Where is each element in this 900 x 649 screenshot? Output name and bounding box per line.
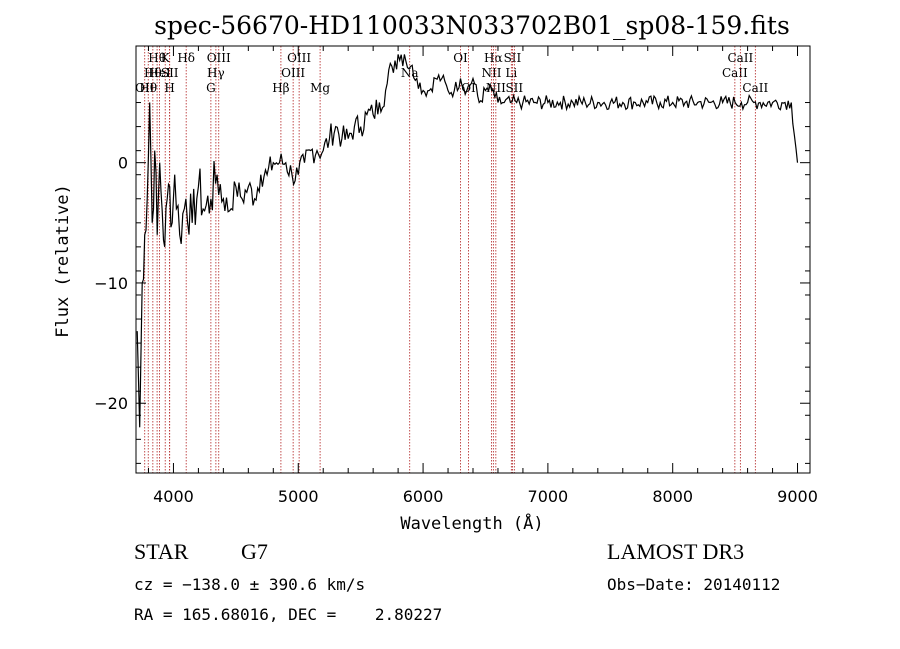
marker-label: Hδ xyxy=(177,51,195,65)
marker-label: SII xyxy=(505,81,523,95)
marker-label: NII xyxy=(481,66,501,80)
survey-name: LAMOST DR3 xyxy=(607,539,744,565)
y-axis-label: Flux (relative) xyxy=(53,184,73,338)
marker-label: OIII xyxy=(207,51,231,65)
marker-label: OIII xyxy=(281,66,305,80)
plot-frame xyxy=(136,46,810,473)
redshift-cz: cz = −138.0 ± 390.6 km/s xyxy=(134,575,365,594)
marker-label: Hα xyxy=(484,51,503,65)
x-tick-label: 9000 xyxy=(777,487,818,506)
marker-label: CaII xyxy=(742,81,768,95)
emission-line-markers: OIIHθHθHθHeIKHSIIHδGHγOIIIHβOIIIOIIIMgNa… xyxy=(135,46,768,473)
x-tick-label: 7000 xyxy=(528,487,569,506)
coordinates: RA = 165.68016, DEC = 2.80227 xyxy=(134,605,442,624)
x-axis-ticks: 4000 5000 6000 7000 8000 9000 xyxy=(148,46,817,506)
y-tick-label: −10 xyxy=(94,274,128,293)
marker-label: CaII xyxy=(727,51,753,65)
observation-date: Obs−Date: 20140112 xyxy=(607,575,780,594)
y-axis-ticks: 0 −10 −20 xyxy=(94,103,810,464)
marker-label: Hγ xyxy=(207,66,225,80)
x-tick-label: 5000 xyxy=(278,487,319,506)
marker-label: G xyxy=(206,81,216,95)
marker-label: OIII xyxy=(287,51,311,65)
y-tick-label: −20 xyxy=(94,394,128,413)
marker-label: Mg xyxy=(310,81,330,95)
x-tick-label: 8000 xyxy=(652,487,693,506)
marker-label: Li xyxy=(505,66,517,80)
marker-label: Hβ xyxy=(272,81,289,95)
spectral-subclass: G7 xyxy=(241,539,268,565)
object-type: STAR xyxy=(134,539,188,565)
marker-label: CaII xyxy=(722,66,748,80)
x-tick-label: 6000 xyxy=(403,487,444,506)
y-tick-label: 0 xyxy=(118,154,128,173)
marker-label: Hθ xyxy=(139,81,157,95)
x-axis-label: Wavelength (Å) xyxy=(400,512,543,534)
chart-title: spec-56670-HD110033N033702B01_sp08-159.f… xyxy=(154,11,790,40)
marker-label: OI xyxy=(453,51,468,65)
spectrum-line xyxy=(137,54,797,427)
marker-label: SII xyxy=(504,51,522,65)
marker-label: SII xyxy=(161,66,179,80)
x-tick-label: 4000 xyxy=(153,487,194,506)
